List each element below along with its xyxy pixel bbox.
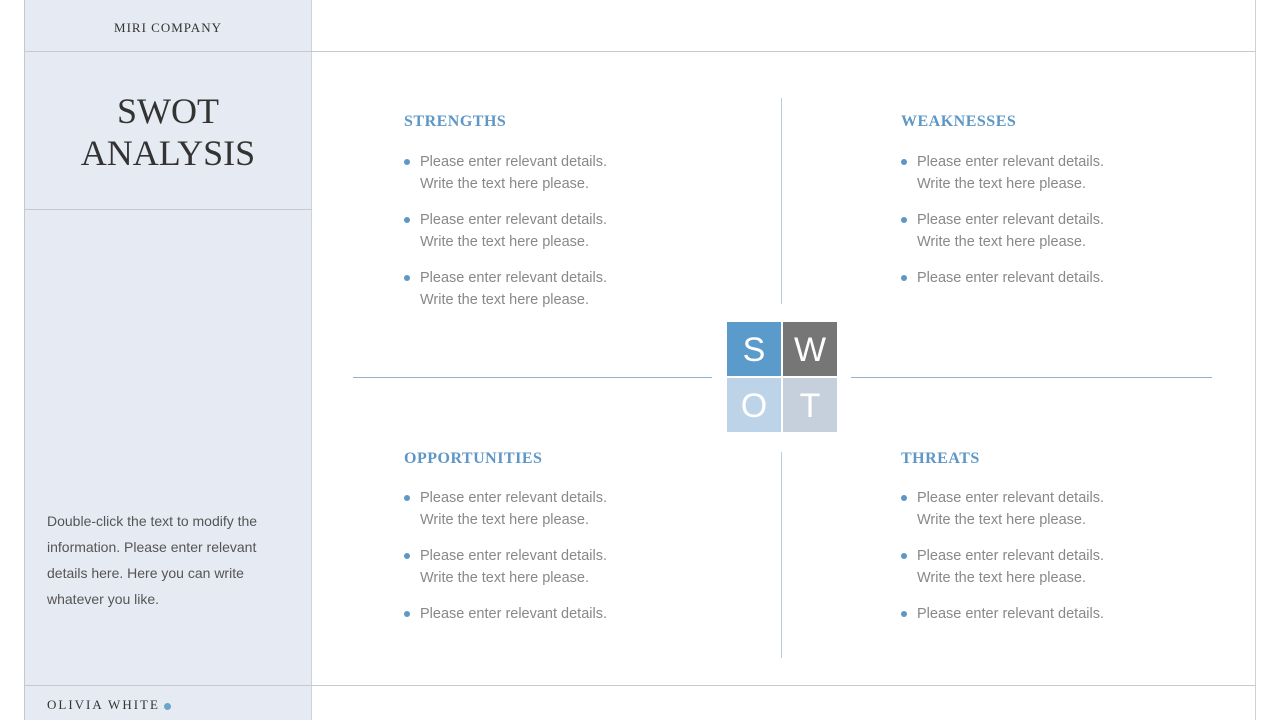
description-text[interactable]: Double-click the text to modify the info…: [47, 513, 258, 607]
list-item[interactable]: Please enter relevant details. Write the…: [901, 151, 1141, 195]
list-item[interactable]: Please enter relevant details. Write the…: [404, 487, 644, 531]
list-item[interactable]: Please enter relevant details. Write the…: [901, 487, 1141, 531]
footer-divider: [24, 685, 1256, 686]
swot-box-s: S: [727, 322, 781, 376]
quadrant-opportunities: OPPORTUNITIES Please enter relevant deta…: [404, 450, 644, 639]
title-divider: [24, 209, 312, 210]
list-item[interactable]: Please enter relevant details. Write the…: [404, 267, 644, 311]
slide-right-border: [1255, 0, 1256, 720]
list-item[interactable]: Please enter relevant details. Write the…: [901, 545, 1141, 589]
list-item[interactable]: Please enter relevant details.: [901, 603, 1141, 625]
list-item[interactable]: Please enter relevant details. Write the…: [404, 545, 644, 589]
quadrant-threats: THREATS Please enter relevant details. W…: [901, 450, 1141, 639]
author-name[interactable]: OLIVIA WHITE: [47, 697, 171, 713]
vertical-divider-bottom: [781, 452, 782, 658]
strengths-heading[interactable]: STRENGTHS: [404, 113, 507, 130]
quadrant-strengths: STRENGTHS Please enter relevant details.…: [404, 113, 644, 325]
title-line-1: SWOT: [117, 91, 219, 131]
quadrant-weaknesses: WEAKNESSES Please enter relevant details…: [901, 113, 1141, 303]
swot-box-t: T: [783, 378, 837, 432]
weaknesses-heading[interactable]: WEAKNESSES: [901, 113, 1017, 130]
opportunities-heading[interactable]: OPPORTUNITIES: [404, 450, 543, 467]
sidebar: [24, 0, 312, 720]
horizontal-divider-left: [353, 377, 712, 378]
swot-box-w: W: [783, 322, 837, 376]
header-divider: [24, 51, 1256, 52]
swot-box-o: O: [727, 378, 781, 432]
page-title[interactable]: SWOT ANALYSIS: [24, 90, 312, 174]
threats-heading[interactable]: THREATS: [901, 450, 980, 467]
list-item[interactable]: Please enter relevant details.: [404, 603, 644, 625]
list-item[interactable]: Please enter relevant details.: [901, 267, 1141, 289]
dot-icon: [163, 702, 171, 710]
horizontal-divider-right: [851, 377, 1212, 378]
list-item[interactable]: Please enter relevant details. Write the…: [404, 151, 644, 195]
vertical-divider-top: [781, 98, 782, 304]
list-item[interactable]: Please enter relevant details. Write the…: [404, 209, 644, 253]
list-item[interactable]: Please enter relevant details. Write the…: [901, 209, 1141, 253]
title-line-2: ANALYSIS: [80, 133, 256, 173]
author-label: OLIVIA WHITE: [47, 697, 160, 712]
company-name[interactable]: MIRI COMPANY: [114, 20, 222, 35]
